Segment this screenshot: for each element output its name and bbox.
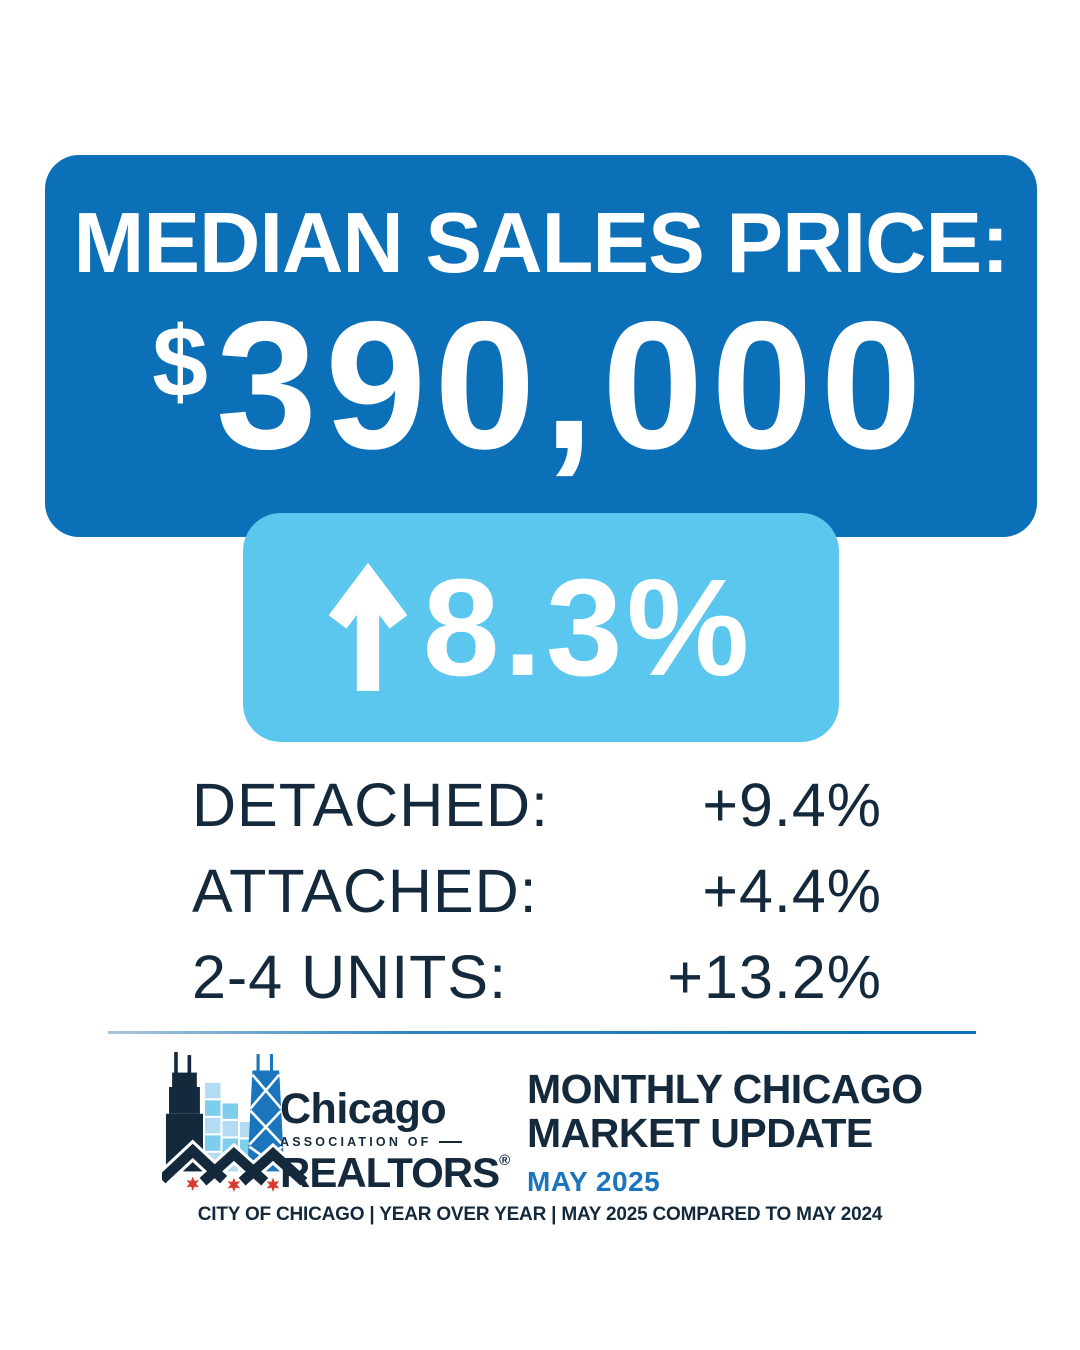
stat-row-attached: ATTACHED: +4.4% <box>192 848 882 934</box>
property-type-stats: DETACHED: +9.4% ATTACHED: +4.4% 2-4 UNIT… <box>192 762 882 1020</box>
divider-line <box>108 1031 976 1034</box>
yoy-change-card: 8.3% <box>243 513 839 742</box>
update-line-2: MARKET UPDATE <box>527 1109 873 1156</box>
stat-value: +4.4% <box>702 857 882 925</box>
chicago-flag-stars <box>186 1176 280 1192</box>
logo-rule <box>438 1140 462 1144</box>
logo-realtors: REALTORS® <box>280 1149 511 1196</box>
price-amount: 390,000 <box>215 283 930 487</box>
footer-note: CITY OF CHICAGO | YEAR OVER YEAR | MAY 2… <box>197 1204 883 1225</box>
logo-association-of: ASSOCIATION OF <box>280 1135 462 1149</box>
market-update-heading: MONTHLY CHICAGO MARKET UPDATE MAY 2025 <box>527 1066 923 1198</box>
update-line-1: MONTHLY CHICAGO <box>527 1066 923 1112</box>
up-arrow-icon <box>328 562 407 691</box>
chicago-skyline-icon <box>162 1052 310 1192</box>
logo-chicago: Chicago <box>280 1085 447 1133</box>
stat-label: 2-4 UNITS: <box>192 943 508 1011</box>
update-period: MAY 2025 <box>527 1165 661 1197</box>
median-price-card: MEDIAN SALES PRICE: $ 390,000 <box>45 155 1037 537</box>
logo-wordmark: Chicago ASSOCIATION OF REALTORS® <box>280 1085 511 1196</box>
registered-mark: ® <box>499 1152 511 1169</box>
change-percentage: 8.3% <box>422 550 754 705</box>
stat-row-detached: DETACHED: +9.4% <box>192 762 882 848</box>
stat-label: ATTACHED: <box>192 857 538 925</box>
price-value: $ 390,000 <box>152 283 930 487</box>
stat-value: +9.4% <box>702 771 882 839</box>
stat-row-2-4-units: 2-4 UNITS: +13.2% <box>192 934 882 1020</box>
price-title: MEDIAN SALES PRICE: <box>73 196 1010 291</box>
stat-value: +13.2% <box>667 943 882 1011</box>
stat-label: DETACHED: <box>192 771 549 839</box>
currency-symbol: $ <box>152 306 208 418</box>
